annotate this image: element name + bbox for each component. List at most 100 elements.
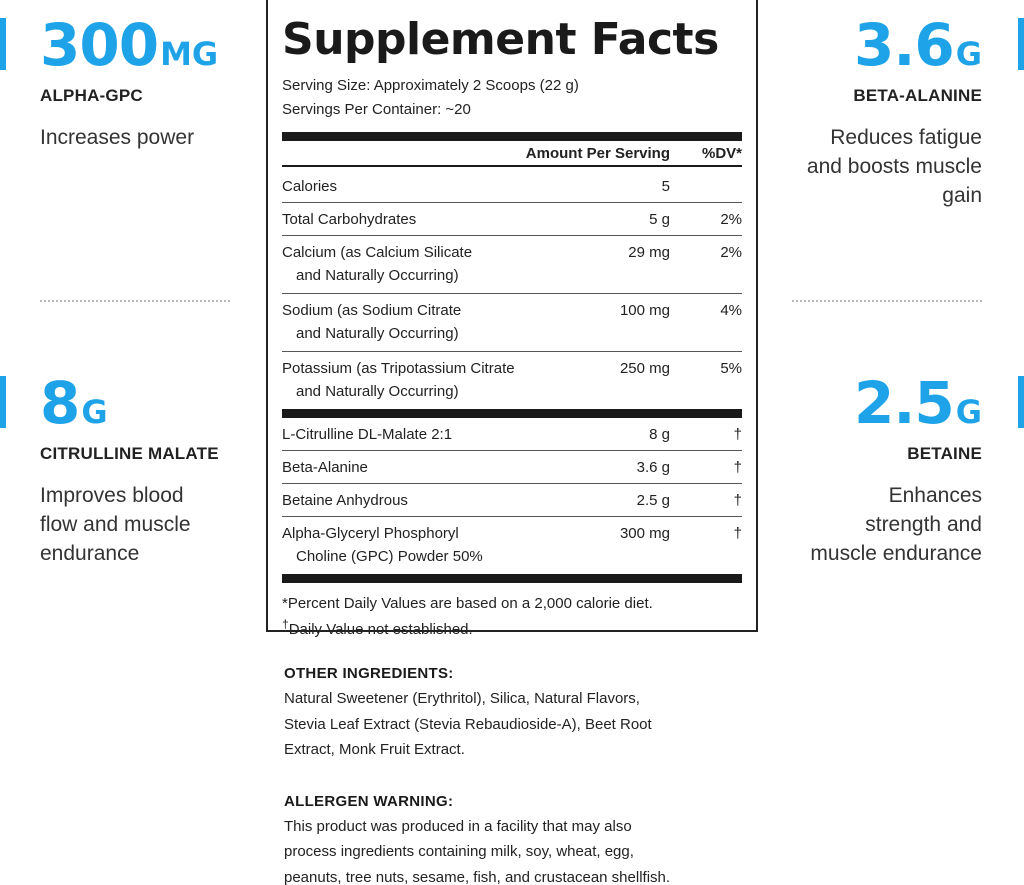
row-name-line: and Naturally Occurring) [296, 267, 459, 284]
callout-unit: G [955, 393, 982, 431]
row-name-line: Choline (GPC) Powder 50% [296, 548, 483, 565]
header-amount: Amount Per Serving [525, 144, 670, 162]
row-amount: 100 mg [619, 302, 670, 319]
callout-description: Increases power [40, 123, 260, 152]
row-name: Calcium (as Calcium Silicate and Natural… [282, 241, 580, 287]
row-name-line: and Naturally Occurring) [296, 325, 459, 342]
callout-value: 2.5 [853, 369, 955, 437]
row-name-line: Calcium (as Calcium Silicate [282, 244, 473, 261]
footnote-dagger: †Daily Value not established. [282, 617, 742, 643]
other-ingredients-text: Natural Sweetener (Erythritol), Silica, … [284, 686, 744, 763]
callout-unit: G [81, 393, 108, 431]
text-line: process ingredients containing milk, soy… [284, 843, 634, 860]
callout-name: BETAINE [907, 444, 982, 463]
panel-title: Supplement Facts [282, 14, 719, 65]
callout-description-line: Increases power [40, 126, 195, 149]
callout-description: Improves blood flow and muscle endurance [40, 481, 264, 568]
row-name: Sodium (as Sodium Citrate and Naturally … [282, 299, 580, 345]
callout-description: Enhances strength and muscle endurance [752, 481, 982, 568]
callout-description-line: strength and [865, 513, 982, 536]
table-row: Calories 5 [282, 167, 742, 203]
footnote-dagger-text: Daily Value not established. [288, 621, 473, 638]
callout-citrulline-malate: 8 G CITRULLINE MALATE Improves blood flo… [40, 374, 264, 568]
row-amount: 2.5 g [636, 492, 670, 509]
thick-rule [282, 409, 742, 418]
row-dv: 5% [720, 360, 742, 377]
footnote-daily-values: *Percent Daily Values are based on a 2,0… [282, 595, 653, 612]
facts-header-row: Amount Per Serving %DV* [282, 141, 742, 167]
row-name: Calories [282, 178, 338, 195]
callout-unit: G [955, 35, 982, 73]
text-line: peanuts, tree nuts, sesame, fish, and cr… [284, 868, 671, 885]
servings-per-container: Servings Per Container: ~20 [282, 101, 471, 118]
accent-bar-top-left [0, 18, 6, 70]
callout-description-line: flow and muscle [40, 513, 191, 536]
row-dv: † [733, 525, 742, 542]
row-name-line: Potassium (as Tripotassium Citrate [282, 360, 515, 377]
nutrient-rows: Calories 5 Total Carbohydrates 5 g 2% Ca… [282, 167, 742, 409]
callout-description-line: endurance [40, 542, 140, 565]
callout-description-line: Improves blood [40, 484, 184, 507]
active-ingredient-rows: L-Citrulline DL-Malate 2:1 8 g † Beta-Al… [282, 418, 742, 574]
callout-alpha-gpc: 300 MG ALPHA-GPC Increases power [40, 16, 260, 152]
callout-description-line: Enhances [888, 484, 982, 507]
table-row: Calcium (as Calcium Silicate and Natural… [282, 236, 742, 294]
callout-name: CITRULLINE MALATE [40, 444, 219, 463]
row-amount: 3.6 g [636, 459, 670, 476]
callout-description-line: and boosts muscle [806, 155, 982, 178]
callout-name: BETA-ALANINE [853, 86, 982, 105]
callout-amount: 3.6 G [752, 16, 982, 74]
row-amount: 5 [661, 178, 670, 195]
table-row: L-Citrulline DL-Malate 2:1 8 g † [282, 418, 742, 451]
row-dv: † [733, 459, 742, 476]
accent-bar-bottom-right [1018, 376, 1024, 428]
row-name: Total Carbohydrates [282, 211, 417, 228]
table-row: Total Carbohydrates 5 g 2% [282, 203, 742, 236]
row-name: Potassium (as Tripotassium Citrate and N… [282, 357, 580, 403]
row-dv: 4% [720, 302, 742, 319]
callout-betaine: 2.5 G BETAINE Enhances strength and musc… [752, 374, 982, 568]
callout-description: Reduces fatigue and boosts muscle gain [752, 123, 982, 210]
other-ingredients-title: OTHER INGREDIENTS: [284, 665, 454, 682]
callout-amount: 8 G [40, 374, 264, 432]
row-dv: † [733, 492, 742, 509]
callout-value: 8 [40, 369, 80, 437]
callout-amount: 300 MG [40, 16, 260, 74]
callout-value: 300 [40, 11, 159, 79]
row-dv [670, 175, 742, 198]
row-amount: 29 mg [628, 244, 670, 261]
row-amount: 8 g [649, 426, 670, 443]
callout-unit: MG [160, 35, 219, 73]
text-line: Natural Sweetener (Erythritol), Silica, … [284, 690, 640, 707]
row-dv: 2% [720, 211, 742, 228]
thick-rule [282, 132, 742, 141]
allergen-warning-text: This product was produced in a facility … [284, 814, 744, 885]
table-row: Alpha-Glyceryl Phosphoryl Choline (GPC) … [282, 517, 742, 574]
text-line: This product was produced in a facility … [284, 817, 632, 835]
table-row: Beta-Alanine 3.6 g † [282, 451, 742, 484]
ingredients-section: OTHER INGREDIENTS: Natural Sweetener (Er… [284, 662, 744, 885]
allergen-warning-title: ALLERGEN WARNING: [284, 792, 454, 810]
table-row: Potassium (as Tripotassium Citrate and N… [282, 352, 742, 409]
accent-bar-top-right [1018, 18, 1024, 70]
row-name: Alpha-Glyceryl Phosphoryl Choline (GPC) … [282, 522, 580, 568]
callout-amount: 2.5 G [752, 374, 982, 432]
header-dv: %DV* [701, 144, 742, 162]
separator-left [40, 300, 230, 302]
text-line: Stevia Leaf Extract (Stevia Rebaudioside… [284, 715, 652, 733]
serving-size: Serving Size: Approximately 2 Scoops (22… [282, 77, 579, 94]
row-dv: † [733, 426, 742, 443]
text-line: Extract, Monk Fruit Extract. [284, 741, 465, 758]
table-row: Sodium (as Sodium Citrate and Naturally … [282, 294, 742, 352]
callout-description-line: muscle endurance [810, 542, 982, 565]
thick-rule [282, 574, 742, 583]
row-name-line: and Naturally Occurring) [296, 383, 459, 400]
accent-bar-bottom-left [0, 376, 6, 428]
row-dv: 2% [720, 244, 742, 261]
row-name: Beta-Alanine [282, 459, 368, 476]
row-name: Betaine Anhydrous [282, 492, 408, 509]
callout-description-line: Reduces fatigue [830, 126, 982, 149]
row-name-line: Alpha-Glyceryl Phosphoryl [282, 525, 459, 542]
separator-right [792, 300, 982, 302]
callout-name: ALPHA-GPC [40, 86, 143, 105]
